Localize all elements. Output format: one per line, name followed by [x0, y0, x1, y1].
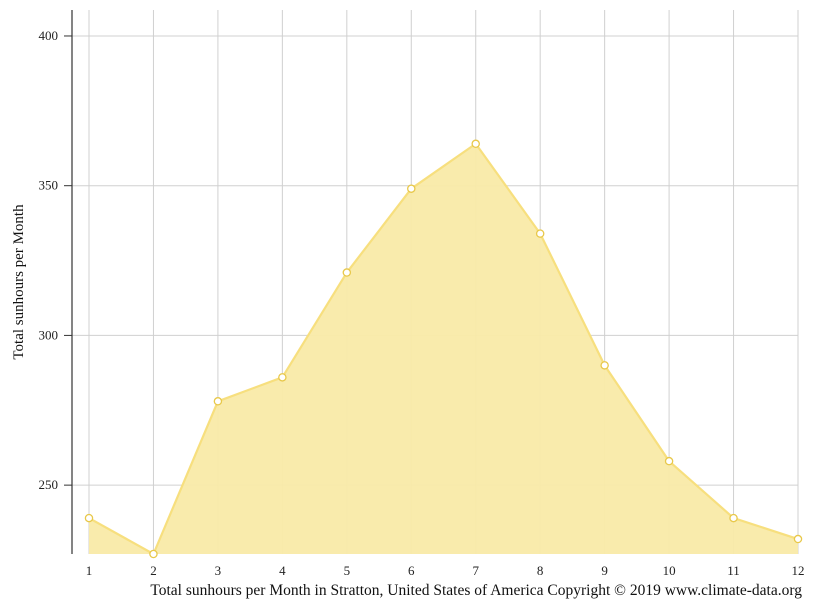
y-tick-label-250: 250 [39, 477, 59, 492]
x-tick-label-8: 8 [537, 563, 544, 578]
x-tick-label-5: 5 [344, 563, 351, 578]
data-point-10 [664, 456, 674, 466]
x-tick-label-6: 6 [408, 563, 415, 578]
data-point-11 [729, 513, 738, 523]
data-point-3 [213, 397, 223, 406]
x-tick-label-9: 9 [601, 563, 608, 578]
data-point-5 [342, 268, 352, 277]
data-point-8 [535, 229, 545, 238]
x-tick-label-1: 1 [86, 563, 93, 578]
x-tick-label-2: 2 [150, 563, 157, 578]
data-point-1 [84, 513, 94, 523]
data-point-7 [471, 139, 480, 149]
x-tick-label-3: 3 [215, 563, 222, 578]
markers [84, 139, 803, 559]
y-tick-label-300: 300 [39, 327, 59, 342]
y-tick-label-400: 400 [39, 28, 59, 43]
data-point-2 [149, 549, 158, 559]
area-layer [88, 142, 799, 556]
axes [64, 10, 73, 554]
data-point-6 [407, 184, 416, 193]
x-tick-label-11: 11 [727, 563, 740, 578]
x-tick-label-4: 4 [279, 563, 286, 578]
series-line-0 [88, 142, 799, 556]
x-tick-label-12: 12 [792, 563, 805, 578]
y-axis-title: Total sunhours per Month [11, 204, 27, 360]
chart-caption: Total sunhours per Month in Stratton, Un… [150, 582, 802, 599]
data-point-12 [793, 534, 803, 544]
y-tick-label-350: 350 [39, 178, 59, 193]
data-point-9 [600, 361, 609, 370]
series-area-0 [89, 143, 798, 554]
x-tick-label-10: 10 [663, 563, 676, 578]
data-point-4 [278, 373, 287, 382]
x-tick-label-7: 7 [472, 563, 479, 578]
